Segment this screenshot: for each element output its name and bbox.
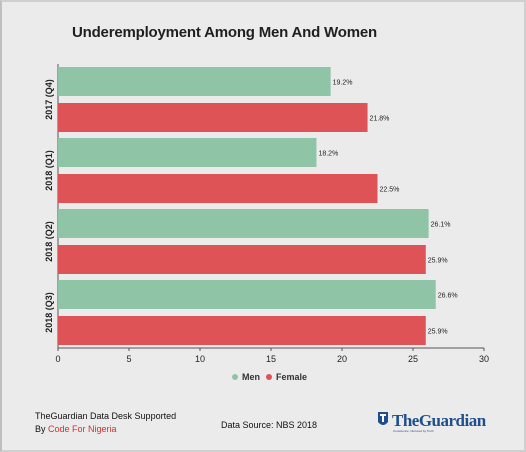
guardian-logo: TheGuardian Conscience, Nurtured by Trut… (377, 410, 486, 433)
x-tick-label: 10 (195, 354, 205, 364)
credit-line-2: By Code For Nigeria (35, 423, 176, 436)
x-tick-label: 0 (55, 354, 60, 364)
credit-by: By (35, 424, 46, 434)
legend-dot-female (266, 374, 272, 380)
bar-value-label: 25.9% (428, 329, 448, 336)
bar-value-label: 22.5% (380, 187, 400, 194)
bar-female (58, 316, 426, 345)
bar-female (58, 103, 368, 132)
credit-org-link[interactable]: Code For Nigeria (48, 424, 117, 434)
x-tick-label: 15 (266, 354, 276, 364)
chart-title: Underemployment Among Men And Women (72, 24, 377, 41)
legend-label-men: Men (242, 372, 260, 382)
bar-value-label: 21.8% (370, 116, 390, 123)
bar-value-label: 25.9% (428, 258, 448, 265)
legend-label-female: Female (276, 372, 308, 382)
bar-men (58, 138, 317, 167)
logo-tagline: Conscience, Nurtured by Truth (393, 429, 434, 433)
bar-value-label: 19.2% (333, 80, 353, 87)
logo-wordmark: TheGuardian (392, 410, 486, 430)
data-source: Data Source: NBS 2018 (221, 420, 318, 430)
x-tick-label: 30 (479, 354, 489, 364)
legend: Men Female (232, 372, 307, 382)
x-tick-label: 20 (337, 354, 347, 364)
bar-value-label: 26.1% (431, 222, 451, 229)
category-label: 2018 (Q2) (44, 221, 54, 262)
legend-dot-men (232, 374, 238, 380)
bar-men (58, 280, 436, 309)
credit-text: TheGuardian Data Desk Supported By Code … (35, 410, 176, 436)
bar-men (58, 209, 429, 238)
credit-line-1: TheGuardian Data Desk Supported (35, 411, 177, 421)
bar-female (58, 245, 426, 274)
x-tick-label: 5 (126, 354, 131, 364)
bar-value-label: 18.2% (318, 151, 338, 158)
x-tick-label: 25 (408, 354, 418, 364)
guardian-shield-icon (378, 412, 388, 425)
bar-female (58, 174, 378, 203)
category-label: 2017 (Q4) (44, 79, 54, 120)
category-label: 2018 (Q1) (44, 150, 54, 191)
bar-men (58, 67, 331, 96)
category-label: 2018 (Q3) (44, 292, 54, 333)
bar-value-label: 26.6% (438, 293, 458, 300)
